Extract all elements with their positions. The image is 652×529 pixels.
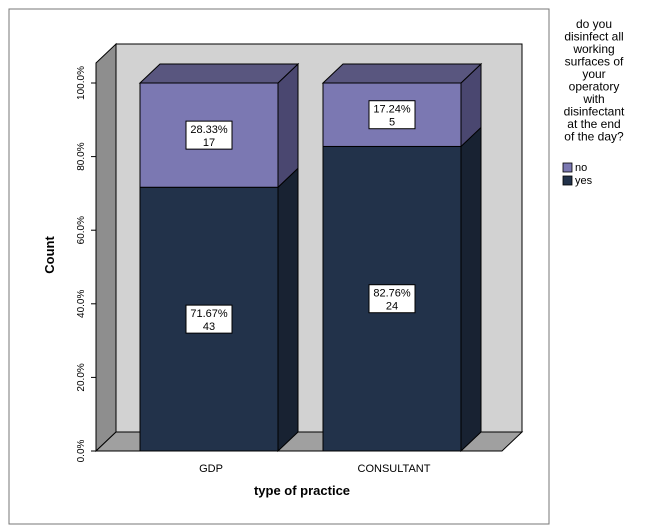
data-label-percent: 28.33% — [190, 124, 228, 136]
y-tick-label: 80.0% — [76, 142, 87, 170]
legend-title-line: surfaces of — [565, 55, 624, 69]
bar-top-gdp — [138, 63, 300, 84]
data-label-count: 24 — [386, 301, 398, 313]
bar-yes-side-gdp — [277, 167, 299, 453]
data-label-box — [368, 100, 416, 130]
data-label-percent: 82.76% — [373, 288, 411, 300]
x-axis-categories: GDP CONSULTANT — [199, 463, 431, 475]
legend-title-line: working — [572, 42, 614, 56]
data-label-count: 43 — [203, 321, 215, 333]
legend-label-yes: yes — [575, 175, 593, 187]
bar-yes-side-consultant — [460, 126, 482, 453]
category-label-consultant: CONSULTANT — [358, 463, 431, 475]
data-label-count: 5 — [389, 117, 395, 129]
legend-title-line: of the day? — [564, 130, 624, 144]
bar-top-consultant — [321, 63, 483, 84]
y-axis-ticks: 0.0% 20.0% 40.0% 60.0% 80.0% 100.0% — [76, 66, 96, 462]
side-wall — [95, 42, 117, 453]
legend-label-no: no — [575, 162, 587, 174]
category-label-gdp: GDP — [199, 463, 223, 475]
y-tick-label: 60.0% — [76, 216, 87, 244]
y-tick-label: 40.0% — [76, 290, 87, 318]
legend-title-line: operatory — [569, 80, 620, 94]
legend-title-line: with — [582, 92, 604, 106]
legend-title-line: at the end — [567, 117, 620, 131]
y-axis-title: Count — [42, 236, 57, 274]
bar-no-side-gdp — [277, 62, 299, 189]
data-label-percent: 17.24% — [373, 104, 411, 116]
data-label-percent: 71.67% — [190, 308, 228, 320]
legend-swatch-no — [562, 162, 573, 173]
data-label-box — [185, 120, 233, 150]
data-label-box — [185, 304, 233, 334]
data-label-box — [368, 284, 416, 314]
y-tick-label: 100.0% — [76, 66, 87, 100]
data-label-count: 17 — [203, 137, 215, 149]
legend-swatch-yes — [562, 175, 573, 186]
legend-title-line: do you — [576, 17, 612, 31]
x-axis-title: type of practice — [254, 483, 350, 498]
data-labels: 28.33%17 71.67%43 17.24%5 82.76%24 — [185, 100, 416, 334]
y-tick-label: 0.0% — [76, 439, 87, 462]
legend-title-line: disinfect all — [564, 30, 623, 44]
legend-title-line: your — [582, 67, 605, 81]
y-tick-label: 20.0% — [76, 363, 87, 391]
legend-title-line: disinfectant — [564, 105, 625, 119]
